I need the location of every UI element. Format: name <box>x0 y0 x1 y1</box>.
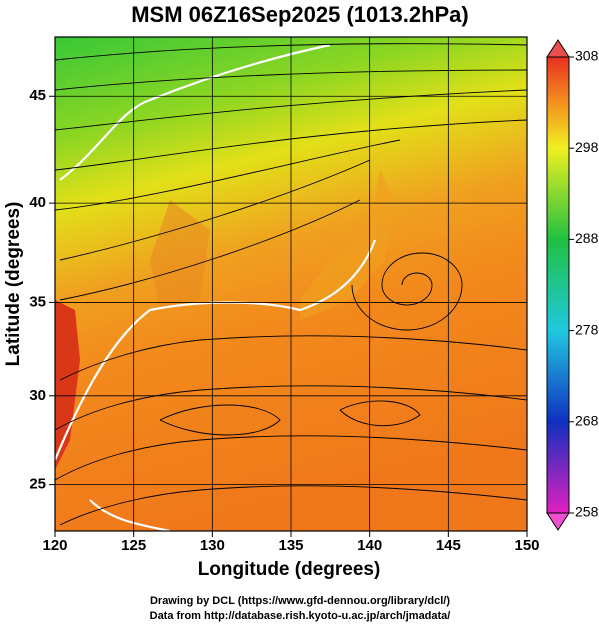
colorbar-extend-top <box>546 39 570 58</box>
contour <box>89 499 171 531</box>
title: MSM 06Z16Sep2025 (1013.2hPa) <box>131 2 469 27</box>
x-tick-label: 145 <box>436 537 461 554</box>
credit: Data from http://database.rish.kyoto-u.a… <box>150 610 451 622</box>
land <box>300 170 395 320</box>
colorbar <box>546 56 570 514</box>
x-tick-label: 120 <box>42 537 67 554</box>
colorbar-tick-label: 288 <box>575 230 599 246</box>
x-tick-label: 125 <box>121 537 146 554</box>
colorbar-tick-label: 258 <box>575 504 599 520</box>
contour <box>55 239 377 461</box>
x-axis-label: Longitude (degrees) <box>198 559 381 580</box>
colorbar-tick-label: 308 <box>575 48 599 64</box>
warm-land <box>55 300 80 470</box>
y-tick-label: 30 <box>29 387 46 404</box>
y-tick-label: 45 <box>29 87 46 104</box>
land <box>150 200 210 310</box>
contour <box>59 43 331 181</box>
x-tick-label: 150 <box>514 537 539 554</box>
y-axis-label: Latitude (degrees) <box>3 202 24 367</box>
x-tick-label: 130 <box>200 537 225 554</box>
x-tick-label: 140 <box>357 537 382 554</box>
colorbar-tick-label: 278 <box>575 321 599 337</box>
x-tick-label: 135 <box>278 537 303 554</box>
credit: Drawing by DCL (https://www.gfd-dennou.o… <box>150 595 450 607</box>
colorbar-tick-label: 268 <box>575 413 599 429</box>
colorbar-tick-label: 298 <box>575 139 599 155</box>
colorbar-extend-bottom <box>546 512 570 531</box>
y-tick-label: 25 <box>29 476 46 493</box>
y-tick-label: 35 <box>29 293 46 310</box>
y-tick-label: 40 <box>29 194 46 211</box>
streamlines <box>55 43 527 526</box>
